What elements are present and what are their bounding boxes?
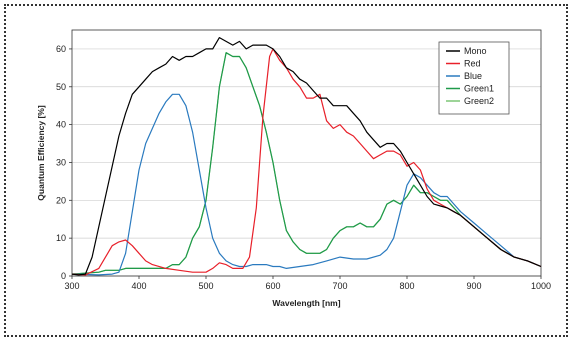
legend-label-mono: Mono (464, 46, 487, 56)
y-axis-ticks: 0 10 20 30 40 50 60 (56, 44, 72, 281)
x-axis-label: Wavelength [nm] (272, 298, 340, 308)
legend-label-green2: Green2 (464, 96, 494, 106)
legend-label-green1: Green1 (464, 84, 494, 94)
series-line-green1 (71, 52, 542, 275)
legend-label-red: Red (464, 59, 481, 69)
plot-area-border (71, 29, 542, 277)
y-axis-label: Quantum Efficiency [%] (36, 105, 46, 201)
dotted-frame (4, 4, 568, 337)
x-axis-ticks: 300 400 500 600 700 800 900 1000 (64, 276, 551, 291)
y-tick-label-30: 30 (56, 157, 66, 167)
x-tick-label-700: 700 (332, 281, 347, 291)
legend-box (438, 41, 510, 115)
legend-label-blue: Blue (464, 71, 482, 81)
x-tick-label-600: 600 (265, 281, 280, 291)
x-tick-label-300: 300 (64, 281, 79, 291)
series-line-blue (71, 93, 542, 276)
series-line-mono (71, 37, 542, 276)
x-tick-label-800: 800 (399, 281, 414, 291)
y-tick-label-50: 50 (56, 82, 66, 92)
legend: Mono Red Blue Green1 Green2 (438, 41, 510, 115)
y-tick-label-40: 40 (56, 120, 66, 130)
x-tick-label-900: 900 (466, 281, 481, 291)
x-tick-label-400: 400 (131, 281, 146, 291)
y-tick-label-60: 60 (56, 44, 66, 54)
series-line-red (71, 48, 542, 276)
series-layer (71, 37, 542, 276)
y-tick-label-0: 0 (61, 271, 66, 281)
x-tick-label-1000: 1000 (531, 281, 551, 291)
y-tick-label-20: 20 (56, 195, 66, 205)
x-tick-label-500: 500 (198, 281, 213, 291)
y-tick-label-10: 10 (56, 233, 66, 243)
